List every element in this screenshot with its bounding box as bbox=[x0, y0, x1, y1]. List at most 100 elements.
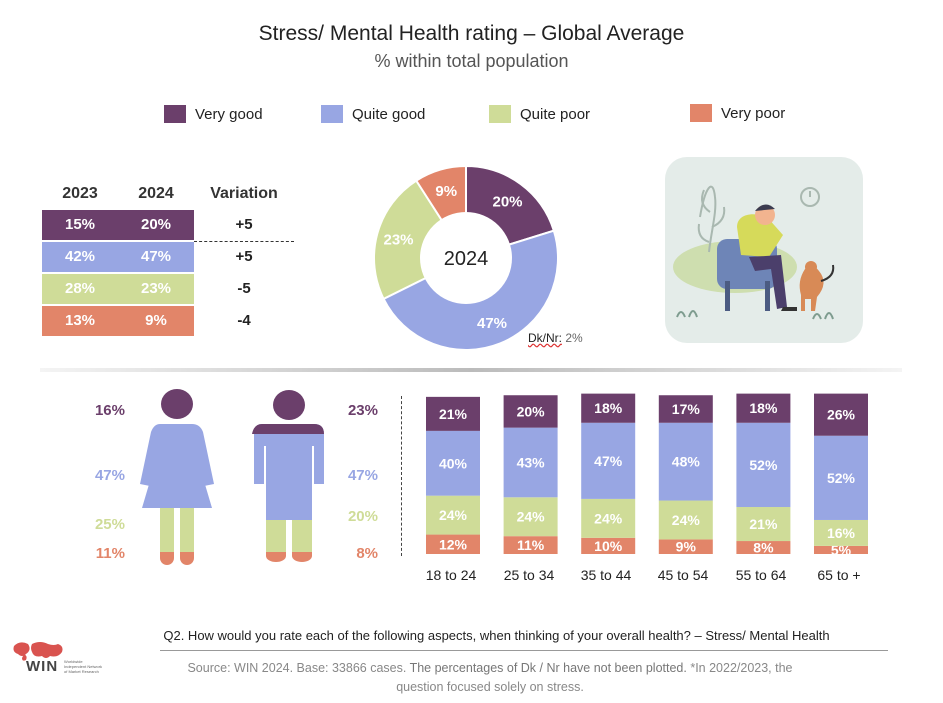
female-very-poor: 11% bbox=[95, 545, 125, 562]
donut-chart: 2024 20% 47% 23% 9% bbox=[373, 164, 559, 351]
bar-label-very-poor: 10% bbox=[594, 538, 623, 554]
bar-label-quite-poor: 21% bbox=[749, 516, 778, 532]
donut-label-very-good: 20% bbox=[492, 194, 522, 211]
dk-nr-value: 2% bbox=[565, 331, 583, 345]
table-header-variation: Variation bbox=[210, 185, 278, 202]
male-very-poor: 8% bbox=[356, 545, 378, 562]
male-quite-poor: 20% bbox=[347, 508, 378, 525]
table-cell: 15% bbox=[42, 210, 118, 240]
bar-segment-very-poor bbox=[814, 545, 868, 554]
bar-label-very-poor: 11% bbox=[517, 537, 545, 553]
legend-swatch-very-poor bbox=[690, 104, 712, 122]
legend-quite-good: Quite good bbox=[321, 105, 425, 123]
donut-label-quite-good: 47% bbox=[477, 315, 507, 332]
female-quite-poor: 25% bbox=[94, 516, 125, 533]
bar-label-quite-poor: 24% bbox=[517, 509, 546, 525]
legend-label: Very good bbox=[195, 105, 263, 123]
bar-label-very-good: 17% bbox=[672, 401, 701, 417]
age-label-18-24: 18 to 24 bbox=[425, 567, 477, 583]
table-variation: -5 bbox=[237, 280, 251, 297]
section-divider bbox=[40, 368, 902, 372]
bar-label-very-poor: 9% bbox=[676, 539, 697, 555]
win-logo: WIN Worldwide Independent Network of Mar… bbox=[12, 640, 112, 676]
bar-label-quite-good: 40% bbox=[439, 455, 468, 471]
age-label-65-plus: 65 to + bbox=[817, 567, 861, 583]
bar-segment-quite-poor bbox=[736, 507, 791, 542]
table-cell: 20% bbox=[118, 210, 194, 240]
table-cell: 28% bbox=[42, 274, 118, 304]
bar-label-very-good: 21% bbox=[439, 406, 468, 422]
bar-label-quite-poor: 24% bbox=[439, 507, 468, 523]
source-year-note: *In 2022/2023, the bbox=[686, 661, 793, 675]
dk-nr-note: Dk/Nr: 2% bbox=[528, 331, 583, 345]
legend-quite-poor: Quite poor bbox=[489, 105, 590, 123]
source-line-2: question focused solely on stress. bbox=[396, 680, 584, 694]
legend-very-poor: Very poor bbox=[690, 104, 785, 122]
bar-segment-very-good bbox=[658, 395, 713, 423]
bar-label-very-good: 18% bbox=[594, 400, 623, 416]
bar-segment-very-poor bbox=[503, 536, 558, 554]
age-label-45-54: 45 to 54 bbox=[657, 567, 709, 583]
legend-swatch-very-good bbox=[164, 105, 186, 123]
legend-label: Quite poor bbox=[520, 105, 591, 123]
donut-hole bbox=[420, 212, 512, 304]
chart-title: Stress/ Mental Health rating – Global Av… bbox=[258, 22, 685, 45]
table-cell: 13% bbox=[42, 306, 118, 336]
bar-segment-quite-poor bbox=[658, 500, 713, 540]
bar-label-quite-poor: 24% bbox=[672, 512, 701, 528]
bar-segment-very-good bbox=[503, 395, 558, 428]
table-cell: 47% bbox=[118, 242, 194, 272]
bar-label-quite-good: 52% bbox=[749, 457, 778, 473]
chart-subtitle: % within total population bbox=[374, 51, 569, 71]
age-label-35-44: 35 to 44 bbox=[580, 567, 632, 583]
bar-label-very-poor: 5% bbox=[831, 542, 852, 558]
logo-subtext: Worldwide Independent Network of Market … bbox=[64, 659, 103, 674]
table-header-2024: 2024 bbox=[138, 185, 174, 202]
bar-label-quite-good: 48% bbox=[672, 454, 701, 470]
donut-label-quite-poor: 23% bbox=[384, 231, 414, 248]
bar-label-very-good: 26% bbox=[827, 407, 856, 423]
donut-label-very-poor: 9% bbox=[435, 183, 457, 200]
bar-segment-quite-good bbox=[581, 422, 636, 499]
source-base: Source: WIN 2024. Base: 33866 cases. bbox=[187, 661, 410, 675]
bar-segment-very-poor bbox=[658, 539, 713, 554]
bar-label-very-poor: 8% bbox=[753, 540, 774, 556]
age-stacked-bar-chart: 12% 24% 40% 21% 11% 24% 43% 20% 10% 24% 47% 18% 9% 24… bbox=[426, 393, 868, 558]
female-very-good: 16% bbox=[94, 402, 125, 419]
legend-label: Quite good bbox=[352, 105, 426, 123]
table-variation: -4 bbox=[237, 312, 251, 329]
bar-segment-quite-poor bbox=[503, 497, 558, 537]
male-icon bbox=[252, 390, 324, 562]
bar-segment-very-good bbox=[814, 393, 868, 436]
bar-segment-quite-good bbox=[503, 427, 558, 498]
bar-label-very-poor: 12% bbox=[439, 536, 468, 552]
world-map-icon bbox=[13, 642, 63, 661]
source-note: Source: WIN 2024. Base: 33866 cases. The… bbox=[150, 659, 830, 697]
bar-segment-very-poor bbox=[581, 537, 636, 554]
bar-segment-quite-good bbox=[814, 435, 868, 520]
legend-label: Very poor bbox=[721, 104, 786, 122]
table-cell: 42% bbox=[42, 242, 118, 272]
age-chart-divider bbox=[401, 396, 402, 556]
bar-segment-quite-poor bbox=[814, 519, 868, 546]
bar-label-quite-good: 43% bbox=[517, 454, 546, 470]
bar-segment-quite-poor bbox=[426, 495, 480, 535]
donut-center-label: 2024 bbox=[444, 248, 489, 270]
logo-text: WIN bbox=[26, 658, 59, 675]
table-variation: +5 bbox=[235, 216, 253, 233]
footer-rule bbox=[160, 650, 888, 651]
bar-label-quite-poor: 16% bbox=[827, 525, 856, 541]
bar-segment-very-poor bbox=[426, 534, 480, 554]
male-very-good: 23% bbox=[347, 402, 378, 419]
table-variation: +5 bbox=[235, 248, 253, 265]
bar-label-very-good: 20% bbox=[517, 403, 546, 419]
bar-segment-very-good bbox=[736, 393, 791, 423]
table-cell: 23% bbox=[118, 274, 194, 304]
bar-segment-quite-good bbox=[658, 422, 713, 501]
legend-very-good: Very good bbox=[164, 105, 263, 123]
female-quite-good: 47% bbox=[94, 467, 125, 484]
bar-segment-quite-good bbox=[736, 422, 791, 508]
bar-label-very-good: 18% bbox=[749, 400, 778, 416]
stressed-person-illustration bbox=[665, 157, 863, 343]
legend-swatch-quite-poor bbox=[489, 105, 511, 123]
